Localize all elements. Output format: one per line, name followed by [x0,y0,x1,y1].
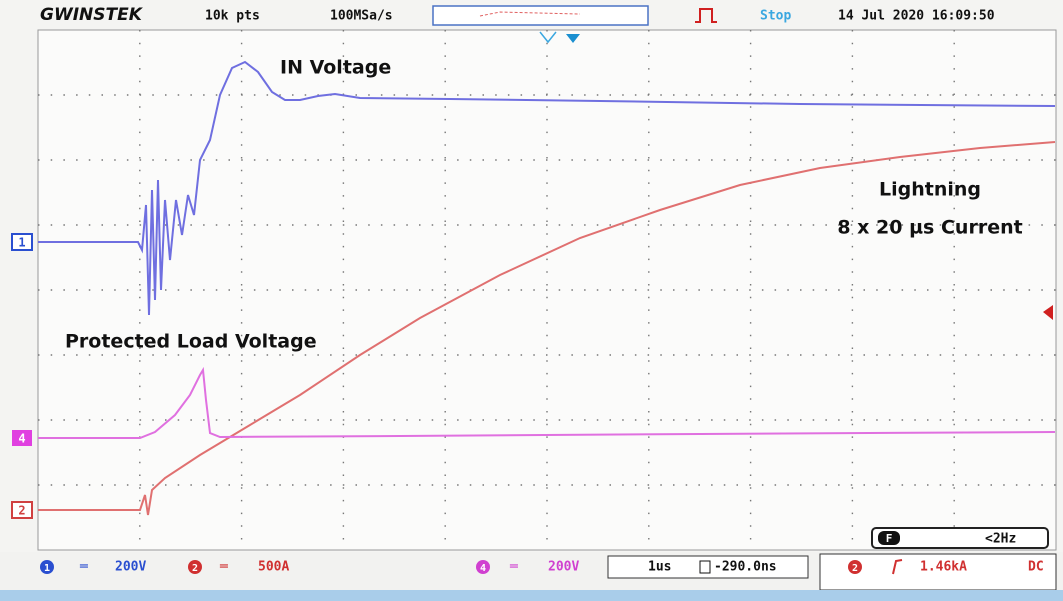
trig-slope [892,559,903,575]
filter-icon [878,531,900,545]
ch4-badge-label: 4 [480,563,486,574]
ch1-marker-label: 1 [18,236,25,250]
timebase: 1us [648,560,671,575]
grid [38,30,1056,550]
ch4-marker-label: 4 [18,432,25,446]
timebase-box [607,555,809,579]
ch1-waveform [38,60,1056,316]
date-time: 14 Jul 2020 16:09:50 [838,9,995,24]
trigger-marker [566,34,580,43]
filter-value: <2Hz [985,532,1016,547]
filter-icon-label: F [886,532,893,545]
sample-rate: 100MSa/s [330,9,393,24]
ch1-scale: 200V [115,560,146,575]
trig-badge [848,560,862,574]
ch2-badge-label: 2 [192,563,198,574]
ch2-marker [11,501,33,519]
run-status: Stop [760,9,791,24]
position: -290.0ns [714,560,777,575]
ch1-badge [40,560,54,574]
ch2-badge [188,560,202,574]
ch2-scale: 500A [258,560,289,575]
memory-window [479,11,581,17]
ch1-coupling: ═ [79,560,88,575]
coupling: DC [1028,560,1044,575]
ch4-scale: 200V [548,560,579,575]
trigger-edge-icon [695,8,717,23]
position-icon [699,560,711,574]
bottom-strip [0,590,1063,601]
filter-box [871,527,1049,549]
ch4-waveform [38,366,1056,439]
annotation: Protected Load Voltage [65,331,317,353]
trigger-level-marker [1043,305,1053,320]
memory-bar [432,5,649,26]
annotation: Lightning [879,179,981,201]
ch4-marker [12,430,32,446]
ch2-coupling: ═ [219,560,228,575]
annotation: IN Voltage [280,57,391,79]
ch2-waveform [38,141,1056,516]
record-length: 10k pts [205,9,260,24]
trigger-pos-marker [539,31,557,44]
ch4-coupling: ═ [509,560,518,575]
ch4-badge [476,560,490,574]
ch1-marker [11,233,33,251]
trig-badge-label: 2 [852,563,858,574]
ch1-badge-label: 1 [44,563,50,574]
brand: GWINSTEK [40,5,144,25]
ch2-marker-label: 2 [18,504,25,518]
annotation: 8 x 20 µs Current [837,217,1022,239]
trig-level: 1.46kA [920,560,967,575]
